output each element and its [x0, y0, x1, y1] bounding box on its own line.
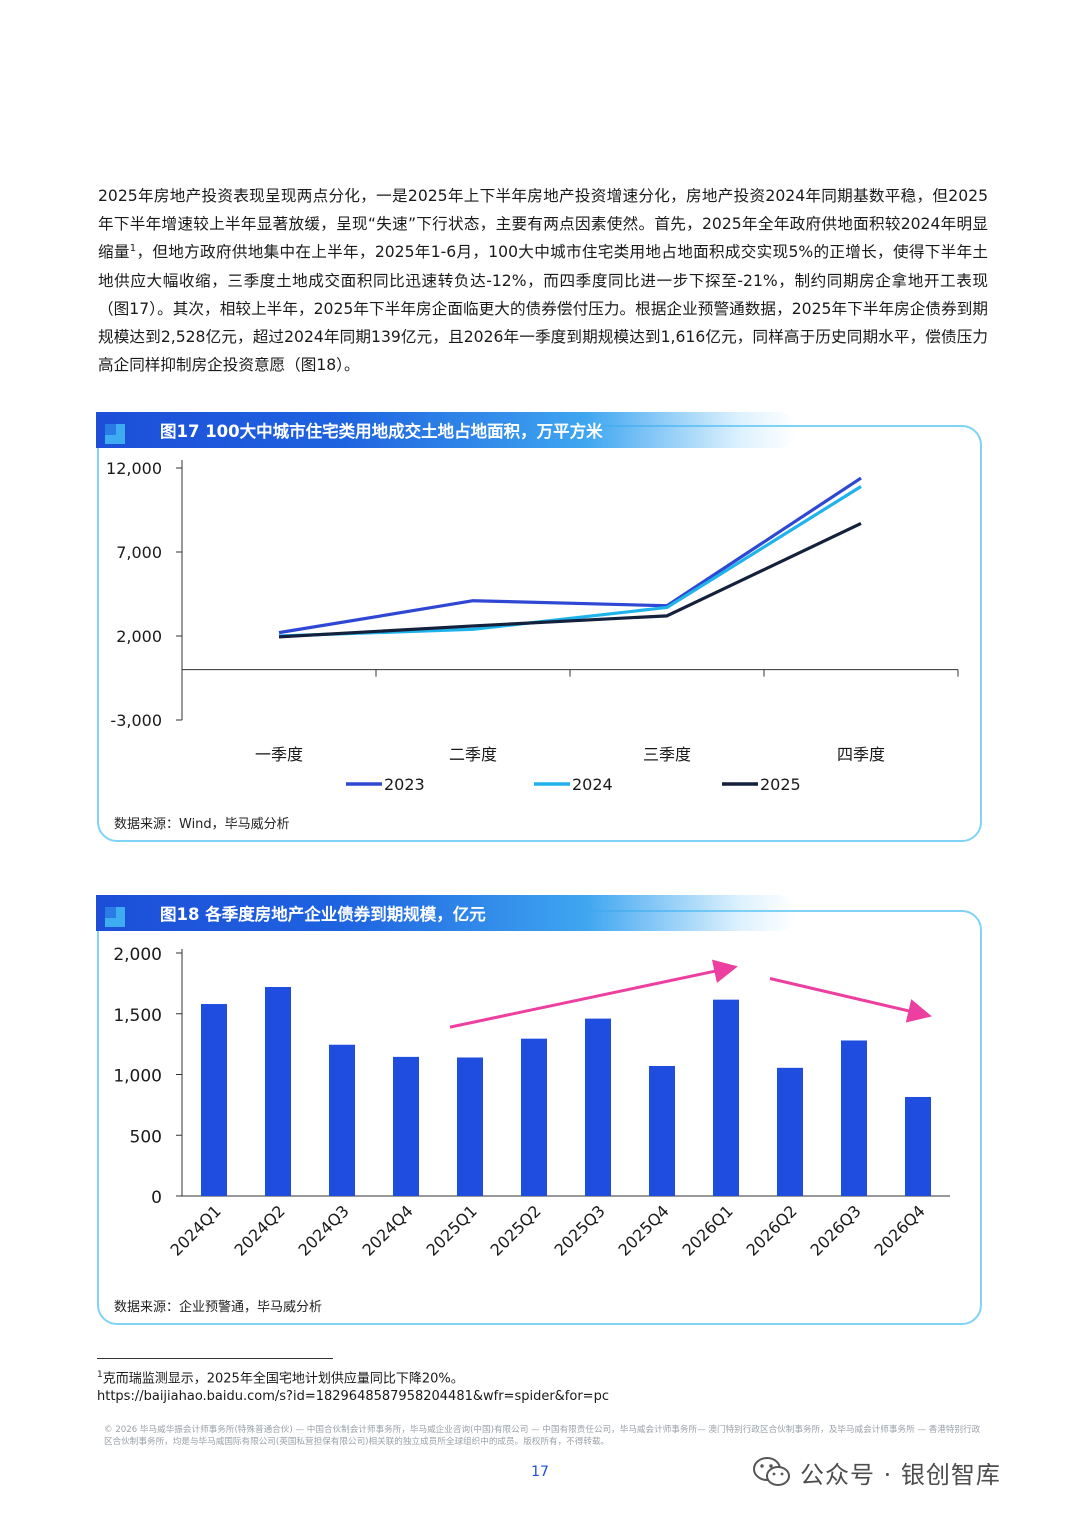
footnote-divider	[97, 1358, 333, 1359]
copyright-notice: © 2026 毕马威华振会计师事务所(特殊普通合伙) — 中国合伙制会计师事务所…	[104, 1425, 981, 1447]
x-tick-label: 2024Q3	[294, 1201, 352, 1259]
bar-2024Q1	[201, 1004, 227, 1196]
x-tick-label: 2024Q4	[358, 1201, 416, 1259]
wechat-logo-icon	[753, 1457, 790, 1486]
body-text-part1: 2025年房地产投资表现呈现两点分化，一是2025年上下半年房地产投资增速分化，…	[98, 187, 988, 262]
x-tick-label: 三季度	[643, 745, 691, 764]
x-tick-label: 2026Q4	[870, 1201, 928, 1259]
figure-squares-icon	[96, 898, 126, 928]
bar-2025Q3	[585, 1018, 611, 1196]
trend-arrow	[769, 977, 932, 1023]
y-tick-label: 500	[130, 1127, 162, 1147]
figure-squares-icon	[96, 415, 126, 445]
footnote-text: 克而瑞监测显示，2025年全国宅地计划供应量同比下降20%。	[102, 1371, 464, 1387]
y-tick-label: 2,000	[116, 627, 162, 646]
figure-18-header: 图18 各季度房地产企业债券到期规模，亿元	[96, 895, 796, 931]
y-tick-label: 7,000	[116, 543, 162, 562]
bar-2026Q2	[777, 1067, 803, 1196]
body-paragraph: 2025年房地产投资表现呈现两点分化，一是2025年上下半年房地产投资增速分化，…	[98, 182, 988, 379]
x-tick-label: 二季度	[449, 745, 497, 764]
bar-2026Q4	[905, 1096, 931, 1196]
bar-2026Q3	[841, 1040, 867, 1196]
x-tick-label: 2024Q2	[230, 1201, 288, 1259]
figure-18-source: 数据来源：企业预警通，毕马威分析	[114, 1300, 323, 1315]
legend-label-2023: 2023	[384, 775, 425, 794]
y-tick-label: 12,000	[106, 459, 162, 478]
x-tick-label: 2026Q2	[742, 1201, 800, 1259]
x-tick-label: 2026Q3	[806, 1201, 864, 1259]
bar-2026Q1	[713, 999, 739, 1196]
x-tick-label: 2025Q2	[486, 1201, 544, 1259]
legend-label-2024: 2024	[572, 775, 613, 794]
figure-17-source: 数据来源：Wind，毕马威分析	[114, 817, 290, 832]
x-tick-label: 2025Q3	[550, 1201, 608, 1259]
y-tick-label: 1,000	[113, 1067, 162, 1087]
bar-2024Q4	[393, 1056, 419, 1196]
legend-label-2025: 2025	[760, 775, 801, 794]
x-tick-label: 一季度	[255, 745, 303, 764]
figure-17-title: 图17 100大中城市住宅类用地成交土地占地面积，万平方米	[160, 422, 603, 441]
bar-2025Q2	[521, 1038, 547, 1196]
watermark: 公众号 · 银创智库	[752, 1452, 1001, 1492]
series-line-2025	[278, 521, 862, 639]
watermark-text: 公众号 · 银创智库	[800, 1460, 1001, 1489]
x-tick-label: 四季度	[837, 745, 885, 764]
footnote-link[interactable]: https://baijiahao.baidu.com/s?id=1829648…	[97, 1389, 609, 1405]
x-tick-label: 2025Q1	[422, 1201, 480, 1259]
figure-18-title: 图18 各季度房地产企业债券到期规模，亿元	[160, 905, 486, 924]
series-line-2023	[278, 476, 862, 635]
x-tick-label: 2024Q1	[166, 1201, 224, 1259]
bar-2025Q4	[649, 1065, 675, 1196]
y-tick-label: -3,000	[110, 711, 162, 730]
y-tick-label: 2,000	[113, 945, 162, 965]
body-text-part2: ，但地方政府供地集中在上半年，2025年1-6月，100大中城市住宅类用地占地面…	[98, 243, 988, 375]
bar-2025Q1	[457, 1057, 483, 1196]
bar-2024Q3	[329, 1044, 355, 1196]
y-tick-label: 1,500	[113, 1006, 162, 1026]
figure-17-header: 图17 100大中城市住宅类用地成交土地占地面积，万平方米	[96, 412, 796, 448]
line-chart: 12,000 7,000 2,000 -3,000 一季度 二季度 三季度 四季度 2023 20…	[106, 459, 959, 794]
trend-arrow	[449, 959, 738, 1029]
footnote-number: 1	[97, 1370, 103, 1380]
y-tick-label: 0	[151, 1188, 162, 1208]
footnote: 1克而瑞监测显示，2025年全国宅地计划供应量同比下降20%。 https://…	[97, 1366, 609, 1406]
page-number: 17	[531, 1464, 549, 1480]
footnote-ref[interactable]: 1	[129, 243, 137, 255]
x-tick-label: 2026Q1	[678, 1201, 736, 1259]
x-tick-label: 2025Q4	[614, 1201, 672, 1259]
bar-2024Q2	[265, 987, 291, 1196]
